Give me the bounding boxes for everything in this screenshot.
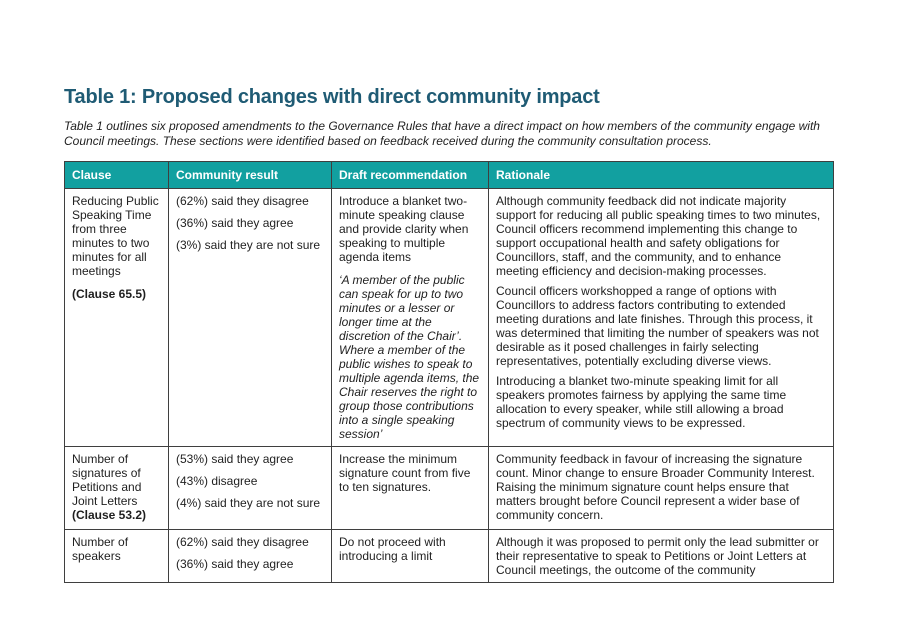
- cell-rationale: Community feedback in favour of increasi…: [488, 446, 834, 530]
- rationale-paragraph: Introducing a blanket two-minute speakin…: [496, 374, 787, 430]
- result-line: (62%) said they disagree: [176, 194, 309, 208]
- rationale-paragraph: Community feedback in favour of increasi…: [496, 452, 815, 522]
- recommendation-quote: ‘A member of the public can speak for up…: [339, 273, 480, 441]
- result-line: (62%) said they disagree: [176, 535, 309, 549]
- result-line: (36%) said they agree: [176, 216, 294, 230]
- cell-community-result: (62%) said they disagree (36%) said they…: [168, 529, 332, 583]
- intro-paragraph: Table 1 outlines six proposed amendments…: [64, 119, 820, 148]
- clause-text: Reducing Public Speaking Time from three…: [72, 194, 159, 278]
- cell-clause: Reducing Public Speaking Time from three…: [64, 188, 169, 447]
- result-line: (4%) said they are not sure: [176, 496, 321, 510]
- table-header-row: Clause Community result Draft recommenda…: [64, 161, 834, 189]
- cell-draft-recommendation: Do not proceed with introducing a limit: [331, 529, 489, 583]
- cell-community-result: (53%) said they agree (43%) disagree (4%…: [168, 446, 332, 530]
- cell-clause: Number of speakers: [64, 529, 169, 583]
- cell-rationale: Although it was proposed to permit only …: [488, 529, 834, 583]
- cell-draft-recommendation: Increase the minimum signature count fro…: [331, 446, 489, 530]
- result-line: (36%) said they agree: [176, 557, 294, 571]
- recommendation-text: Introduce a blanket two-minute speaking …: [339, 194, 469, 264]
- rationale-paragraph: Although community feedback did not indi…: [496, 194, 821, 278]
- cell-rationale: Although community feedback did not indi…: [488, 188, 834, 447]
- clause-reference: (Clause 65.5): [72, 287, 147, 301]
- clause-reference: (Clause 53.2): [72, 508, 147, 522]
- col-header-community-result: Community result: [168, 161, 332, 189]
- rationale-paragraph: Although it was proposed to permit only …: [496, 535, 819, 577]
- document-content: Table 1: Proposed changes with direct co…: [64, 86, 834, 583]
- recommendation-text: Increase the minimum signature count fro…: [339, 452, 471, 494]
- cell-clause: Number of signatures of Petitions and Jo…: [64, 446, 169, 530]
- recommendation-text: Do not proceed with introducing a limit: [339, 535, 446, 563]
- col-header-draft-recommendation: Draft recommendation: [331, 161, 489, 189]
- table-row-speaking-time: Reducing Public Speaking Time from three…: [64, 188, 834, 447]
- clause-text: Number of signatures of Petitions and Jo…: [72, 452, 142, 508]
- cell-community-result: (62%) said they disagree (36%) said they…: [168, 188, 332, 447]
- rationale-paragraph: Council officers workshopped a range of …: [496, 284, 819, 368]
- result-line: (3%) said they are not sure: [176, 238, 321, 252]
- result-line: (43%) disagree: [176, 474, 258, 488]
- clause-text: Number of speakers: [72, 535, 129, 563]
- table-row-petition-signatures: Number of signatures of Petitions and Jo…: [64, 446, 834, 530]
- result-line: (53%) said they agree: [176, 452, 294, 466]
- col-header-clause: Clause: [64, 161, 169, 189]
- proposed-changes-table: Clause Community result Draft recommenda…: [64, 161, 834, 583]
- page-title: Table 1: Proposed changes with direct co…: [64, 86, 600, 108]
- col-header-rationale: Rationale: [488, 161, 834, 189]
- cell-draft-recommendation: Introduce a blanket two-minute speaking …: [331, 188, 489, 447]
- table-row-number-of-speakers: Number of speakers (62%) said they disag…: [64, 529, 834, 583]
